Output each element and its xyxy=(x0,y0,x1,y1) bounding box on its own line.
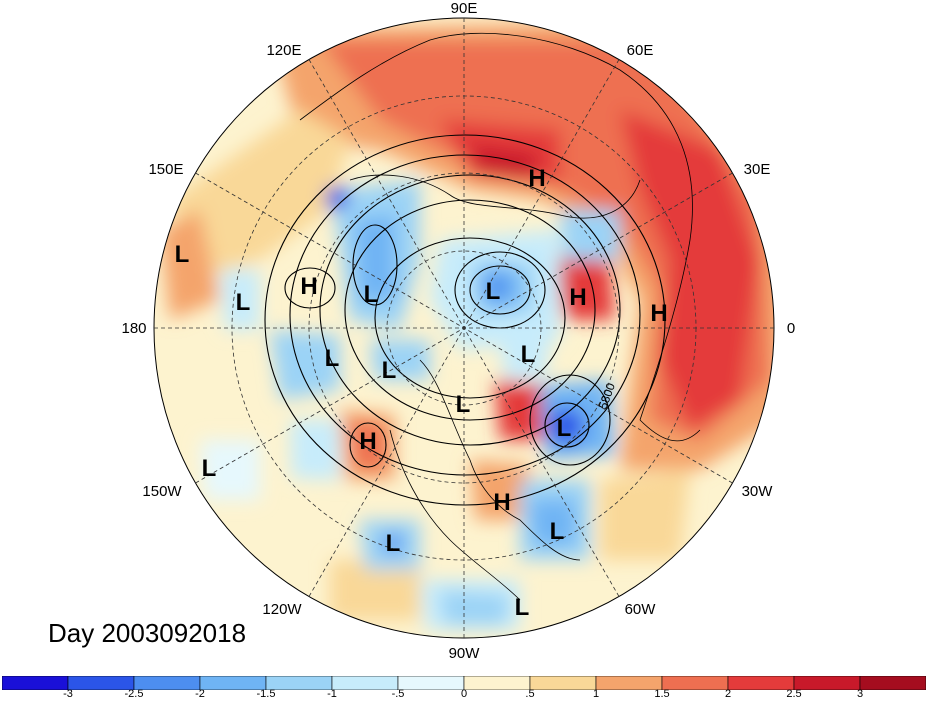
low-pressure-marker: L xyxy=(550,518,565,545)
colorbar-tick-label: -1 xyxy=(327,688,337,700)
colorbar xyxy=(2,676,926,690)
anomaly-field xyxy=(154,18,774,638)
lon-label-120w: 120W xyxy=(262,601,302,618)
high-pressure-marker: H xyxy=(493,489,510,516)
low-pressure-marker: L xyxy=(236,289,251,316)
colorbar-tick-label: 2.5 xyxy=(786,688,802,700)
low-pressure-marker: L xyxy=(486,278,501,305)
low-pressure-marker: L xyxy=(386,530,401,557)
colorbar-tick-label: 1.5 xyxy=(654,688,670,700)
lon-label-0: 0 xyxy=(787,320,795,337)
geopotential-contours xyxy=(264,134,666,506)
colorbar-tick-label: 2 xyxy=(724,688,732,700)
low-pressure-marker: L xyxy=(515,594,530,621)
lon-label-60e: 60E xyxy=(627,42,654,59)
colorbar-tick-label: 0 xyxy=(460,688,468,700)
low-pressure-marker: L xyxy=(364,281,379,308)
low-pressure-marker: L xyxy=(557,415,572,442)
lon-label-150e: 150E xyxy=(148,161,183,178)
lon-label-30w: 30W xyxy=(742,483,774,500)
colorbar-tick-label: -2 xyxy=(195,688,205,700)
pressure-system-markers: H H H H H H L L L L L L L L L L L L L xyxy=(175,165,668,621)
low-pressure-marker: L xyxy=(382,357,397,384)
lon-label-180: 180 xyxy=(121,320,146,337)
colorbar-tick-label: -.5 xyxy=(391,688,405,700)
lon-label-90w: 90W xyxy=(449,645,481,662)
low-pressure-marker: L xyxy=(325,345,340,372)
low-pressure-marker: L xyxy=(456,391,471,418)
lon-label-150w: 150W xyxy=(142,483,182,500)
colorbar-tick-labels: -3 -2.5 -2 -1.5 -1 -.5 0 .5 1 1.5 2 2.5 3 xyxy=(0,688,928,702)
low-pressure-marker: L xyxy=(521,341,536,368)
high-pressure-marker: H xyxy=(300,273,317,300)
map-title: Day 2003092018 xyxy=(48,618,247,648)
colorbar-swatch xyxy=(859,676,926,690)
high-pressure-marker: H xyxy=(650,300,667,327)
lon-label-90e: 90E xyxy=(451,0,478,17)
coastlines xyxy=(299,32,701,601)
colorbar-tick-label: -2.5 xyxy=(124,688,144,700)
high-pressure-marker: H xyxy=(359,428,376,455)
colorbar-tick-label: -1.5 xyxy=(256,688,276,700)
graticule xyxy=(154,18,774,638)
low-pressure-marker: L xyxy=(202,455,217,482)
high-pressure-marker: H xyxy=(528,165,545,192)
colorbar-tick-label: 1 xyxy=(592,688,600,700)
low-pressure-marker: L xyxy=(175,241,190,268)
lon-label-30e: 30E xyxy=(744,161,771,178)
colorbar-tick-label: 3 xyxy=(856,688,864,700)
lon-label-120e: 120E xyxy=(266,42,301,59)
lon-label-60w: 60W xyxy=(625,601,657,618)
colorbar-tick-label: .5 xyxy=(525,688,535,700)
colorbar-tick-label: -3 xyxy=(63,688,73,700)
high-pressure-marker: H xyxy=(569,284,586,311)
